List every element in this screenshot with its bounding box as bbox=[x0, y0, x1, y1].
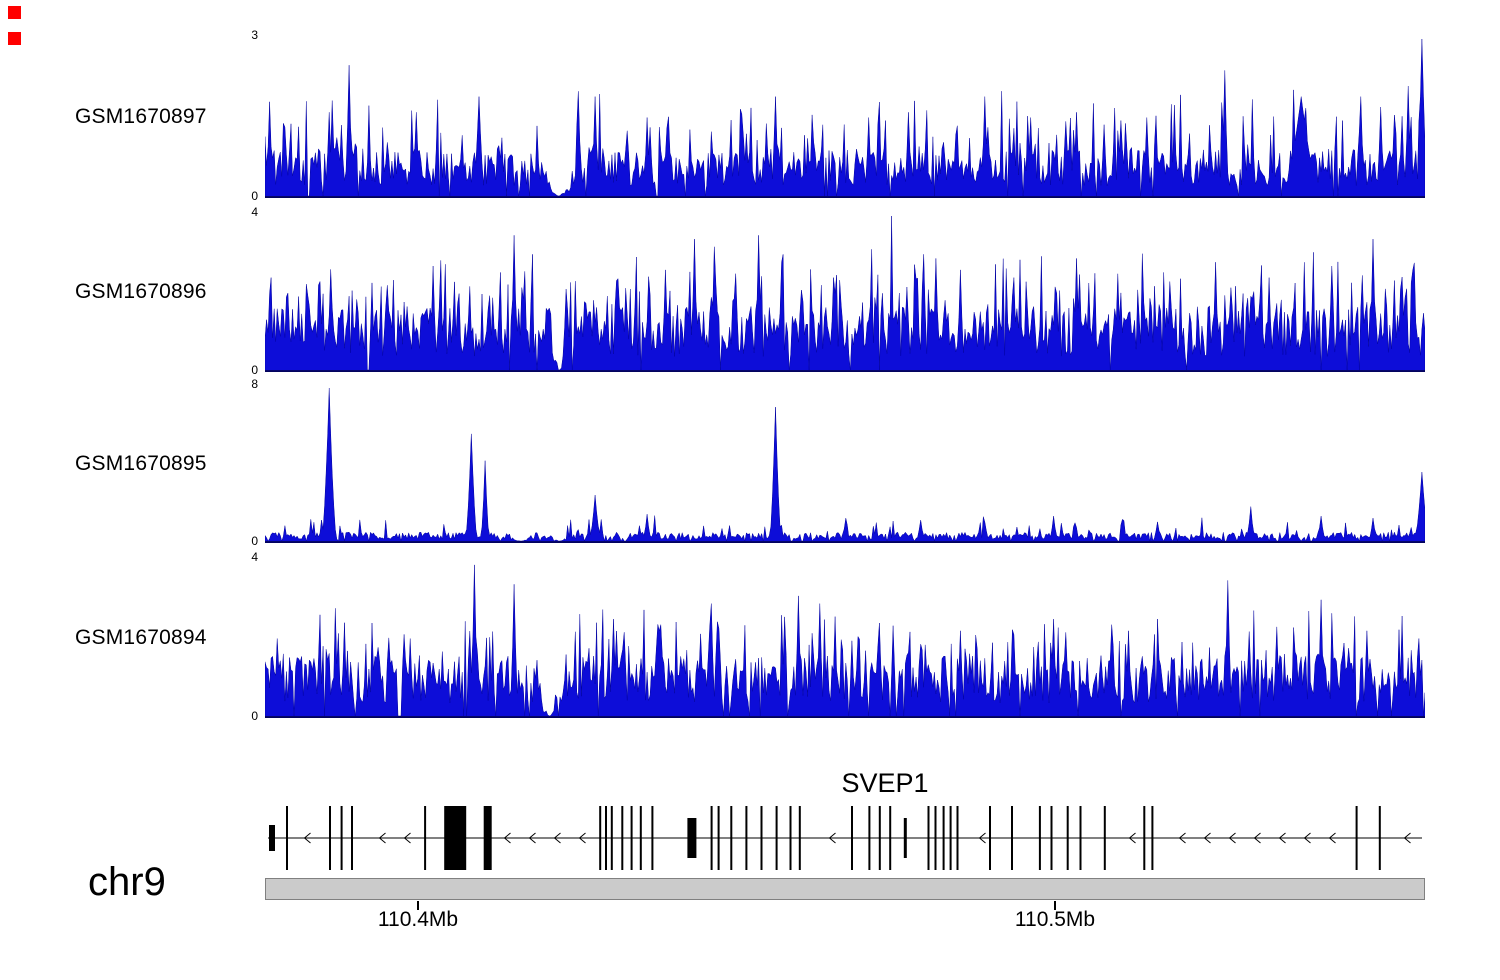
exon bbox=[639, 806, 642, 870]
y-axis-min: 0 bbox=[251, 363, 258, 377]
exon bbox=[351, 806, 353, 870]
gene-model-track bbox=[265, 798, 1425, 878]
coverage-track: GSM1670896 4 0 bbox=[0, 205, 1500, 377]
exon bbox=[710, 806, 713, 870]
coverage-signal-chart bbox=[265, 38, 1425, 198]
coverage-track: GSM1670895 8 0 bbox=[0, 377, 1500, 548]
exon bbox=[605, 806, 607, 870]
exon bbox=[444, 806, 467, 870]
exon bbox=[889, 806, 892, 870]
exon bbox=[329, 806, 331, 870]
strand-arrow-left bbox=[1403, 832, 1411, 844]
exon bbox=[851, 806, 853, 870]
y-axis-min: 0 bbox=[251, 189, 258, 203]
strand-arrow-left bbox=[378, 832, 386, 844]
exon bbox=[717, 806, 720, 870]
strand-arrow-left bbox=[303, 832, 311, 844]
exon bbox=[1355, 806, 1358, 870]
axis-tick bbox=[1054, 901, 1056, 910]
exon bbox=[340, 806, 343, 870]
strand-arrow-left bbox=[528, 832, 536, 844]
strand-arrow-left bbox=[1328, 832, 1336, 844]
exon bbox=[269, 825, 275, 851]
exon bbox=[949, 806, 952, 870]
coverage-plot bbox=[265, 384, 1425, 543]
exon bbox=[903, 818, 907, 858]
exon bbox=[934, 806, 937, 870]
exon bbox=[621, 806, 624, 870]
exon bbox=[760, 806, 763, 870]
chromosome-ideogram bbox=[265, 878, 1425, 900]
exon bbox=[1143, 806, 1146, 870]
exon bbox=[956, 806, 959, 870]
exon bbox=[775, 806, 778, 870]
gene-name-label: SVEP1 bbox=[841, 768, 929, 798]
coverage-signal-chart bbox=[265, 564, 1425, 718]
gene-model bbox=[268, 806, 1422, 870]
exon bbox=[868, 806, 871, 870]
exon bbox=[1151, 806, 1154, 870]
track-label: GSM1670895 bbox=[75, 451, 207, 475]
axis-tick-label: 110.5Mb bbox=[1014, 908, 1096, 931]
exon bbox=[1011, 806, 1013, 870]
exon bbox=[798, 806, 801, 870]
y-axis-min: 0 bbox=[251, 534, 258, 548]
exon bbox=[651, 806, 654, 870]
exon bbox=[599, 806, 602, 870]
coverage-plot bbox=[265, 557, 1425, 718]
strand-arrow-left bbox=[1203, 832, 1211, 844]
y-axis-min: 0 bbox=[251, 709, 258, 723]
strand-arrow-left bbox=[503, 832, 511, 844]
exon bbox=[1066, 806, 1069, 870]
strand-arrow-left bbox=[828, 832, 836, 844]
axis-tick bbox=[417, 901, 419, 910]
exon bbox=[942, 806, 945, 870]
red-square-marker bbox=[8, 32, 21, 45]
track-label: GSM1670894 bbox=[75, 625, 207, 649]
exon bbox=[1050, 806, 1053, 870]
exon bbox=[1079, 806, 1082, 870]
coverage-plot bbox=[265, 35, 1425, 198]
y-axis-max: 3 bbox=[251, 28, 258, 42]
y-axis-max: 4 bbox=[251, 205, 258, 219]
exon bbox=[1038, 806, 1041, 870]
exon bbox=[610, 806, 613, 870]
exon bbox=[424, 806, 427, 870]
exon bbox=[927, 806, 930, 870]
exon bbox=[789, 806, 792, 870]
exon bbox=[1378, 806, 1381, 870]
exon bbox=[630, 806, 633, 870]
exon bbox=[1103, 806, 1106, 870]
coverage-signal-chart bbox=[265, 387, 1425, 543]
strand-arrow-left bbox=[403, 832, 411, 844]
coverage-track: GSM1670894 4 0 bbox=[0, 550, 1500, 723]
coverage-plot bbox=[265, 212, 1425, 372]
strand-arrow-left bbox=[1253, 832, 1261, 844]
y-axis-max: 4 bbox=[251, 550, 258, 564]
strand-arrow-left bbox=[978, 832, 986, 844]
y-axis-max: 8 bbox=[251, 377, 258, 391]
exon bbox=[989, 806, 991, 870]
exon bbox=[483, 806, 492, 870]
exon bbox=[286, 806, 288, 870]
axis-tick-label: 110.4Mb bbox=[377, 908, 459, 931]
strand-arrow-left bbox=[1228, 832, 1236, 844]
strand-arrow-left bbox=[1278, 832, 1286, 844]
exon bbox=[878, 806, 881, 870]
strand-arrow-left bbox=[553, 832, 561, 844]
exon bbox=[687, 818, 697, 858]
track-label: GSM1670896 bbox=[75, 280, 207, 303]
strand-arrow-left bbox=[578, 832, 586, 844]
coverage-signal-chart bbox=[265, 215, 1425, 372]
strand-arrow-left bbox=[1303, 832, 1311, 844]
strand-arrow-left bbox=[1128, 832, 1136, 844]
exon bbox=[730, 806, 733, 870]
track-label: GSM1670897 bbox=[75, 104, 207, 128]
exon bbox=[745, 806, 748, 870]
coverage-track: GSM1670897 3 0 bbox=[0, 28, 1500, 203]
chromosome-label: chr9 bbox=[88, 860, 166, 904]
red-square-marker bbox=[8, 6, 21, 19]
strand-arrow-left bbox=[1178, 832, 1186, 844]
